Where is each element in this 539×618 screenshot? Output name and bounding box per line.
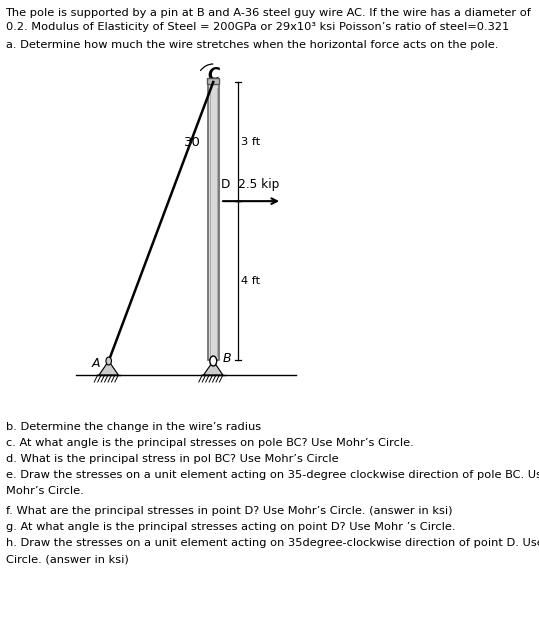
Text: The pole is supported by a pin at B and A-36 steel guy wire AC. If the wire has : The pole is supported by a pin at B and … [5, 8, 531, 18]
Bar [207, 78, 219, 84]
Text: e. Draw the stresses on a unit element acting on 35-degree clockwise direction o: e. Draw the stresses on a unit element a… [5, 470, 539, 480]
Circle shape [210, 356, 217, 366]
Text: g. At what angle is the principal stresses acting on point D? Use Mohr ’s Circle: g. At what angle is the principal stress… [5, 522, 455, 532]
Text: d. What is the principal stress in pol BC? Use Mohr’s Circle: d. What is the principal stress in pol B… [5, 454, 338, 464]
Text: B: B [223, 352, 232, 365]
Text: 0.2. Modulus of Elasticity of Steel = 200GPa or 29x10³ ksi Poisson’s ratio of st: 0.2. Modulus of Elasticity of Steel = 20… [5, 22, 509, 32]
Circle shape [106, 357, 112, 365]
Text: Mohr’s Circle.: Mohr’s Circle. [5, 486, 83, 496]
Text: f. What are the principal stresses in point D? Use Mohr’s Circle. (answer in ksi: f. What are the principal stresses in po… [5, 506, 452, 516]
Text: Circle. (answer in ksi): Circle. (answer in ksi) [5, 554, 128, 564]
Text: b. Determine the change in the wire’s radius: b. Determine the change in the wire’s ra… [5, 422, 261, 432]
Polygon shape [99, 361, 119, 375]
Text: C: C [207, 66, 219, 84]
Text: D  2.5 kip: D 2.5 kip [221, 178, 279, 191]
Text: A: A [92, 357, 100, 370]
Text: 4 ft: 4 ft [241, 276, 260, 286]
Bar [208, 82, 219, 360]
Text: 3 ft: 3 ft [241, 137, 261, 146]
Text: a. Determine how much the wire stretches when the horizontal force acts on the p: a. Determine how much the wire stretches… [5, 40, 498, 50]
Text: h. Draw the stresses on a unit element acting on 35degree-clockwise direction of: h. Draw the stresses on a unit element a… [5, 538, 539, 548]
Polygon shape [204, 361, 223, 375]
Text: c. At what angle is the principal stresses on pole BC? Use Mohr’s Circle.: c. At what angle is the principal stress… [5, 438, 413, 448]
Text: 30: 30 [184, 135, 201, 148]
